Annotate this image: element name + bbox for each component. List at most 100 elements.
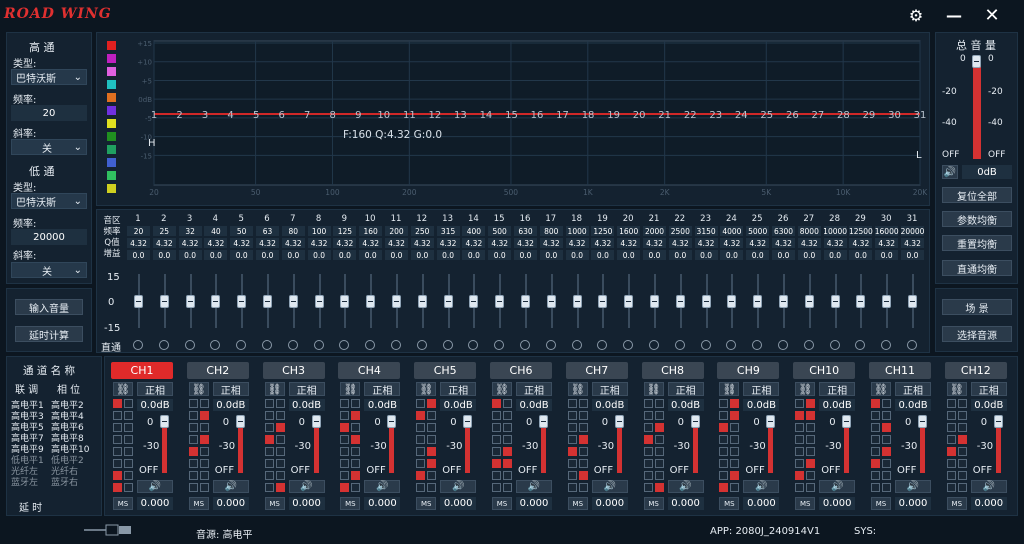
eq-bypass-toggle[interactable] (313, 340, 324, 350)
routing-toggle[interactable] (578, 399, 588, 408)
link-icon[interactable]: ⛓ (719, 382, 740, 396)
speaker-icon[interactable]: 🔊 (591, 480, 628, 493)
routing-toggle[interactable] (113, 471, 122, 480)
routing-toggle[interactable] (795, 459, 805, 468)
eq-band-slider[interactable] (753, 295, 763, 308)
routing-toggle[interactable] (199, 399, 209, 408)
routing-toggle[interactable] (492, 399, 501, 408)
speaker-icon[interactable]: 🔊 (667, 480, 704, 493)
eq-q-cell[interactable]: 4.32 (307, 238, 331, 248)
eq-q-cell[interactable]: 4.32 (127, 238, 150, 248)
routing-toggle[interactable] (199, 483, 209, 492)
link-icon[interactable]: ⛓ (416, 382, 437, 396)
eq-q-cell[interactable]: 4.32 (256, 238, 279, 248)
routing-toggle[interactable] (730, 471, 740, 480)
eq-band-slider[interactable] (237, 295, 247, 308)
eq-freq-cell[interactable]: 8000 (797, 226, 821, 236)
routing-toggle[interactable] (340, 399, 350, 408)
channel-fader[interactable] (614, 415, 624, 428)
routing-toggle[interactable] (957, 483, 967, 492)
band-color-swatch[interactable] (107, 41, 116, 50)
eq-q-cell[interactable]: 4.32 (591, 238, 615, 248)
eq-freq-cell[interactable]: 5000 (746, 226, 770, 236)
routing-toggle[interactable] (719, 483, 729, 492)
eq-freq-cell[interactable]: 32 (178, 226, 202, 236)
eq-bypass-toggle[interactable] (881, 340, 892, 350)
routing-toggle[interactable] (643, 447, 653, 456)
eq-q-cell[interactable]: 4.32 (901, 238, 924, 248)
routing-toggle[interactable] (124, 459, 133, 468)
channel-delay-value[interactable]: 0.000 (895, 497, 931, 510)
eq-gain-cell[interactable]: 0.0 (901, 250, 924, 260)
routing-toggle[interactable] (503, 459, 512, 468)
speaker-icon[interactable]: 🔊 (288, 480, 325, 493)
speaker-icon[interactable]: 🔊 (942, 165, 958, 179)
routing-toggle[interactable] (492, 471, 501, 480)
eq-freq-cell[interactable]: 50 (230, 226, 254, 236)
channel-fader[interactable] (311, 415, 321, 428)
routing-toggle[interactable] (871, 483, 880, 492)
routing-toggle[interactable] (492, 435, 501, 444)
routing-toggle[interactable] (275, 435, 285, 444)
eq-bypass-toggle[interactable] (442, 340, 453, 350)
routing-toggle[interactable] (806, 399, 816, 408)
routing-toggle[interactable] (188, 423, 198, 432)
routing-toggle[interactable] (340, 483, 350, 492)
routing-toggle[interactable] (730, 411, 740, 420)
highpass-slope-select[interactable]: 关 ⌄ (11, 139, 87, 155)
routing-toggle[interactable] (795, 483, 805, 492)
eq-band-point[interactable]: 29 (863, 110, 876, 121)
eq-q-cell[interactable]: 4.32 (720, 238, 744, 248)
routing-toggle[interactable] (427, 459, 437, 468)
routing-toggle[interactable] (957, 471, 967, 480)
channel-fader[interactable] (235, 415, 245, 428)
link-icon[interactable]: ⛓ (340, 382, 361, 396)
routing-toggle[interactable] (730, 459, 740, 468)
routing-toggle[interactable] (578, 423, 588, 432)
eq-freq-cell[interactable]: 16000 (874, 226, 899, 236)
routing-toggle[interactable] (492, 423, 501, 432)
bypass-balance-button[interactable]: 直通均衡 (942, 260, 1012, 276)
master-volume-slider[interactable] (972, 55, 981, 68)
routing-toggle[interactable] (199, 471, 209, 480)
band-color-swatch[interactable] (107, 119, 116, 128)
link-icon[interactable]: ⛓ (643, 382, 664, 396)
eq-band-slider[interactable] (366, 295, 376, 308)
routing-toggle[interactable] (275, 447, 285, 456)
eq-freq-cell[interactable]: 4000 (720, 226, 744, 236)
eq-band-slider[interactable] (211, 295, 221, 308)
channel-header[interactable]: CH9 (717, 362, 780, 379)
channel-delay-value[interactable]: 0.000 (667, 497, 704, 510)
channel-fader[interactable] (160, 415, 169, 428)
delay-calc-button[interactable]: 延时计算 (15, 326, 83, 342)
eq-gain-cell[interactable]: 0.0 (178, 250, 202, 260)
routing-toggle[interactable] (795, 399, 805, 408)
eq-freq-cell[interactable]: 125 (333, 226, 357, 236)
input-volume-button[interactable]: 输入音量 (15, 299, 83, 315)
routing-toggle[interactable] (643, 459, 653, 468)
eq-band-slider[interactable] (727, 295, 737, 308)
eq-bypass-toggle[interactable] (803, 340, 814, 350)
routing-toggle[interactable] (806, 447, 816, 456)
band-color-swatch[interactable] (107, 171, 116, 180)
eq-band-slider[interactable] (546, 295, 556, 308)
routing-toggle[interactable] (113, 399, 122, 408)
routing-toggle[interactable] (567, 399, 577, 408)
eq-freq-cell[interactable]: 315 (436, 226, 460, 236)
speaker-icon[interactable]: 🔊 (516, 480, 552, 493)
routing-toggle[interactable] (503, 411, 512, 420)
routing-toggle[interactable] (946, 447, 956, 456)
channel-delay-value[interactable]: 0.000 (364, 497, 401, 510)
eq-q-cell[interactable]: 4.32 (178, 238, 202, 248)
phase-button[interactable]: 正相 (743, 382, 780, 397)
routing-toggle[interactable] (113, 435, 122, 444)
eq-q-cell[interactable]: 4.32 (668, 238, 692, 248)
routing-toggle[interactable] (264, 459, 274, 468)
routing-toggle[interactable] (957, 447, 967, 456)
routing-toggle[interactable] (188, 435, 198, 444)
reset-all-button[interactable]: 复位全部 (942, 187, 1012, 203)
routing-toggle[interactable] (113, 447, 122, 456)
eq-freq-cell[interactable]: 200 (385, 226, 408, 236)
eq-freq-cell[interactable]: 250 (410, 226, 434, 236)
routing-toggle[interactable] (188, 447, 198, 456)
